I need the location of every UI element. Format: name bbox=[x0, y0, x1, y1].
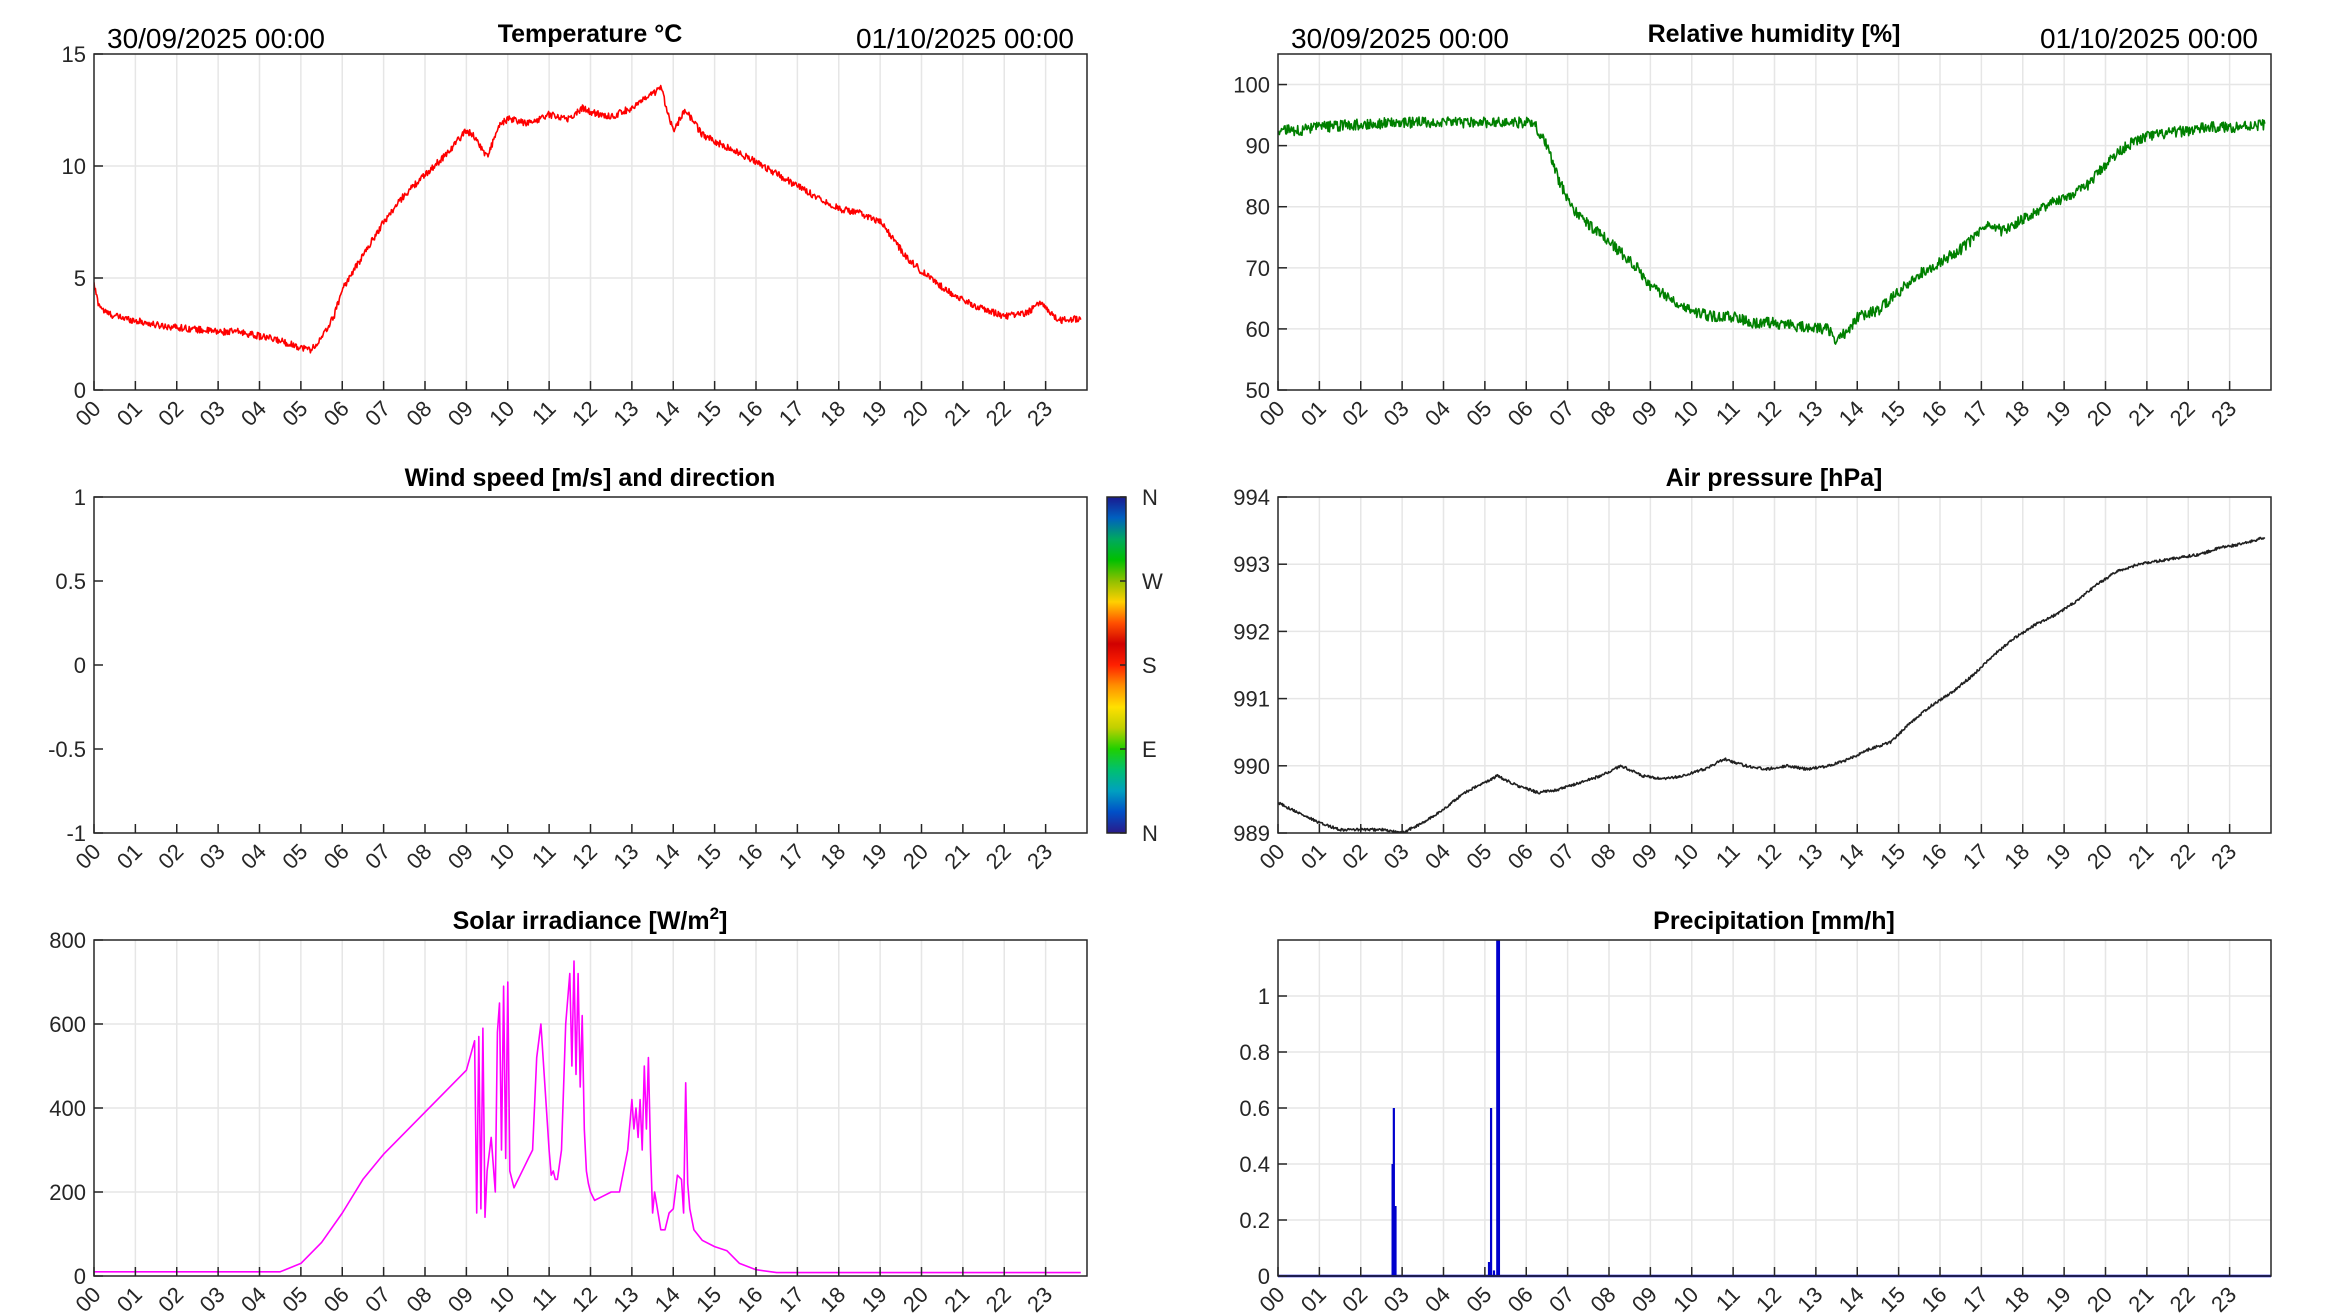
y-tick-label: 0.2 bbox=[1239, 1208, 1270, 1233]
y-tick-label: 1 bbox=[1258, 984, 1270, 1009]
y-tick-label: 0.8 bbox=[1239, 1040, 1270, 1065]
y-tick-label: 994 bbox=[1233, 485, 1270, 510]
chart-title: Relative humidity [%] bbox=[1648, 20, 1901, 48]
chart-title: Wind speed [m/s] and direction bbox=[405, 464, 776, 492]
y-tick-label: 600 bbox=[49, 1012, 86, 1037]
y-tick-label: 0.4 bbox=[1239, 1152, 1270, 1177]
chart-title: Precipitation [mm/h] bbox=[1653, 907, 1895, 935]
end-datetime: 01/10/2025 00:00 bbox=[856, 23, 1074, 54]
chart-title: Solar irradiance [W/m2] bbox=[453, 904, 728, 935]
humidity-panel: Relative humidity [%] 30/09/2025 00:00 0… bbox=[1233, 20, 2272, 431]
y-tick-label: 0 bbox=[74, 1264, 86, 1289]
y-tick-label: 800 bbox=[49, 928, 86, 953]
y-tick-label: 0.5 bbox=[55, 569, 86, 594]
y-tick-label: 100 bbox=[1233, 73, 1270, 98]
y-tick-label: 0.6 bbox=[1239, 1096, 1270, 1121]
y-tick-label: 1 bbox=[74, 485, 86, 510]
colorbar-label: E bbox=[1142, 737, 1157, 762]
y-tick-label: -0.5 bbox=[48, 737, 86, 762]
y-tick-label: 10 bbox=[62, 154, 86, 179]
y-tick-label: 991 bbox=[1233, 687, 1270, 712]
data-line bbox=[1278, 536, 2266, 833]
y-tick-label: 0 bbox=[74, 653, 86, 678]
y-tick-label: 989 bbox=[1233, 821, 1270, 846]
colorbar-label: N bbox=[1142, 821, 1158, 846]
y-tick-label: 50 bbox=[1246, 378, 1270, 403]
y-tick-label: 0 bbox=[74, 378, 86, 403]
end-datetime: 01/10/2025 00:00 bbox=[2040, 23, 2258, 54]
start-datetime: 30/09/2025 00:00 bbox=[1291, 23, 1509, 54]
y-tick-label: 80 bbox=[1246, 195, 1270, 220]
y-tick-label: 5 bbox=[74, 266, 86, 291]
colorbar-label: W bbox=[1142, 569, 1163, 594]
data-line bbox=[94, 960, 1081, 1274]
data-line bbox=[94, 84, 1082, 354]
y-tick-label: 990 bbox=[1233, 754, 1270, 779]
data-line bbox=[1278, 116, 2266, 345]
colorbar-label: N bbox=[1142, 485, 1158, 510]
y-tick-label: 993 bbox=[1233, 552, 1270, 577]
y-tick-label: 60 bbox=[1246, 317, 1270, 342]
y-tick-label: 200 bbox=[49, 1180, 86, 1205]
chart-title: Air pressure [hPa] bbox=[1666, 464, 1883, 492]
y-tick-label: -1 bbox=[66, 821, 86, 846]
y-tick-label: 70 bbox=[1246, 256, 1270, 281]
wind-direction-colorbar: N W S E N bbox=[1106, 485, 1163, 846]
y-tick-label: 0 bbox=[1258, 1264, 1270, 1289]
chart-title: Temperature °C bbox=[498, 20, 683, 48]
colorbar-label: S bbox=[1142, 653, 1157, 678]
start-datetime: 30/09/2025 00:00 bbox=[107, 23, 325, 54]
y-tick-label: 992 bbox=[1233, 619, 1270, 644]
y-tick-label: 15 bbox=[62, 42, 86, 67]
y-tick-label: 90 bbox=[1246, 134, 1270, 159]
y-tick-label: 400 bbox=[49, 1096, 86, 1121]
